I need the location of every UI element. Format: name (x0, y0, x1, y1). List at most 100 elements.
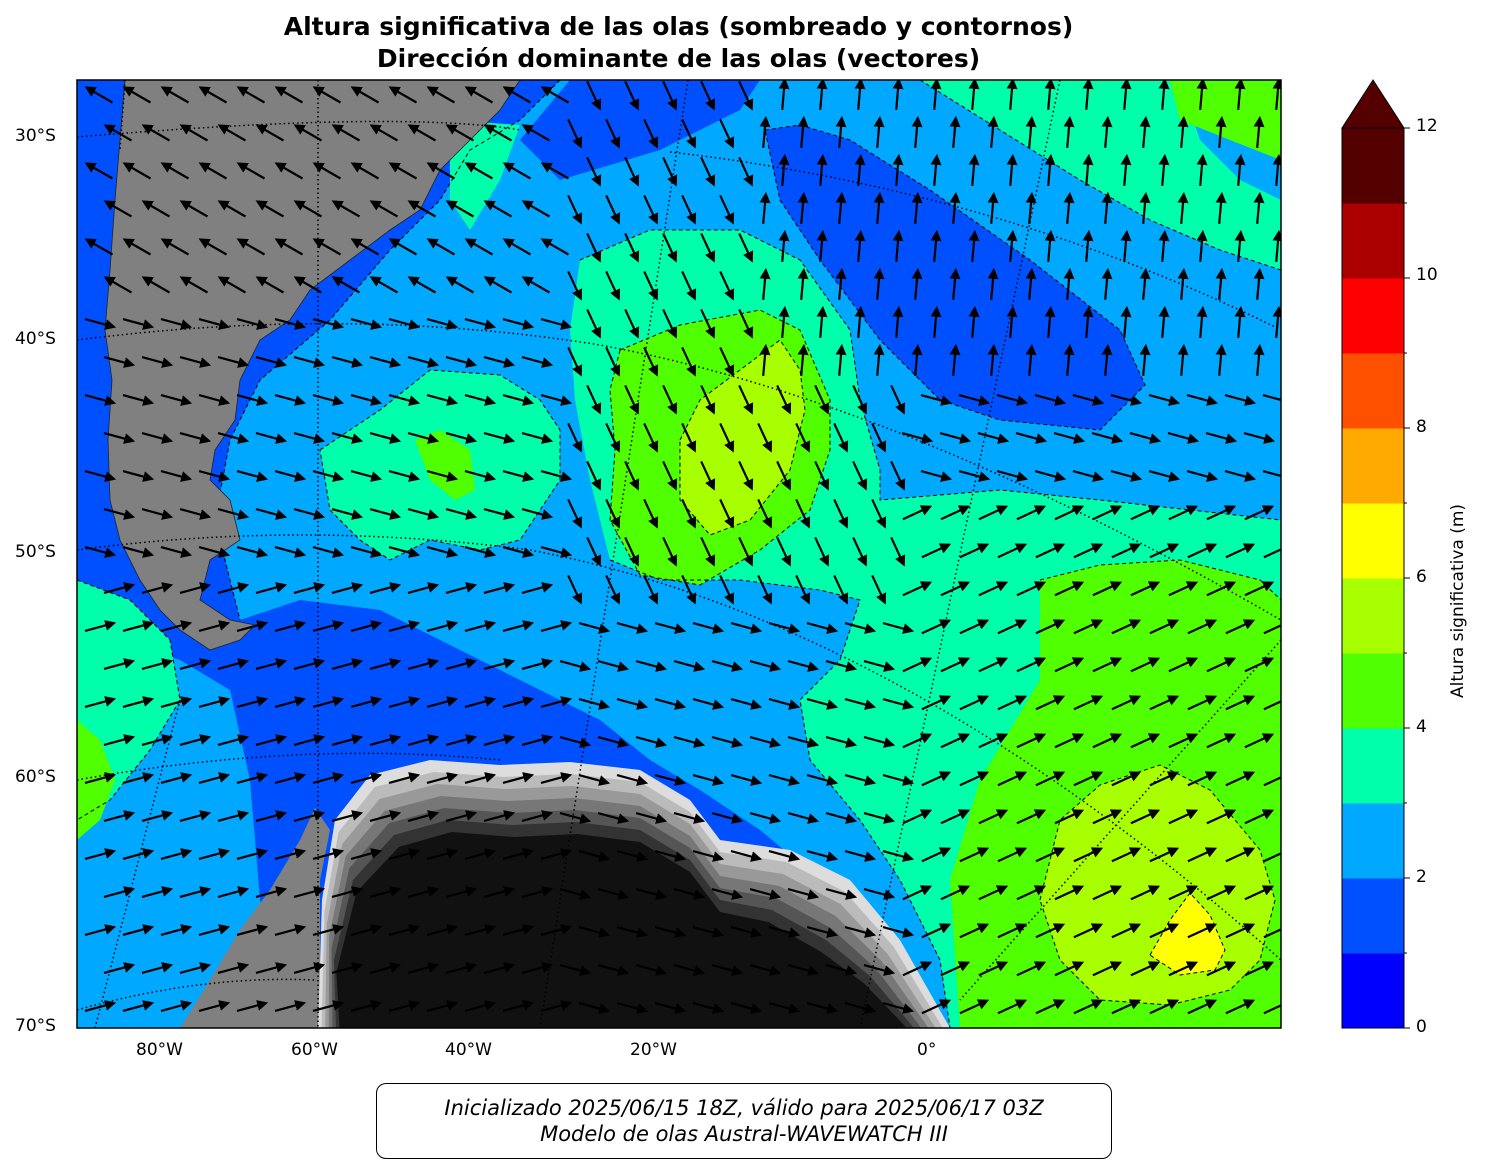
wave-vector (902, 657, 933, 673)
wave-vector (388, 620, 421, 632)
wave-vector (84, 470, 117, 482)
wave-vector (616, 622, 649, 634)
wave-vector (407, 276, 437, 294)
wave-vector (871, 498, 887, 529)
wave-vector (1130, 885, 1161, 901)
wave-vector (350, 162, 380, 180)
wave-vector (654, 1002, 687, 1014)
wave-vector (1224, 470, 1257, 482)
wave-vector (312, 546, 345, 558)
wave-vector (997, 999, 1028, 1015)
wave-vector (921, 847, 952, 863)
wave-vector (586, 156, 602, 187)
wave-vector (179, 356, 212, 368)
wave-vector (662, 80, 678, 111)
caption-box: Inicializado 2025/06/15 18Z, válido para… (376, 1083, 1112, 1159)
wave-vector (749, 736, 782, 748)
wave-vector (1263, 543, 1281, 559)
wave-vector (274, 318, 307, 330)
wave-vector (692, 1002, 725, 1014)
wave-vector (559, 660, 592, 672)
wave-vector (892, 305, 904, 338)
wave-vector (464, 162, 494, 180)
wave-vector (312, 1000, 345, 1012)
wave-vector (388, 772, 421, 784)
wave-vector (586, 232, 602, 263)
wave-vector (388, 238, 418, 256)
wave-vector (1225, 999, 1256, 1015)
wave-vector (236, 696, 269, 708)
wave-vector (1111, 923, 1142, 939)
wave-vector (1016, 733, 1047, 749)
wave-vector (103, 200, 133, 218)
wave-vector (597, 736, 630, 748)
wave-vector (902, 809, 933, 825)
wave-vector (388, 162, 418, 180)
wave-vector (388, 924, 421, 936)
wave-vector (1035, 543, 1066, 559)
wave-vector (987, 267, 999, 300)
wave-vector (825, 888, 858, 900)
wave-vector (103, 276, 133, 294)
wave-vector (902, 885, 933, 901)
wave-vector (464, 470, 497, 482)
wave-vector (369, 886, 402, 898)
wave-vector (1073, 543, 1104, 559)
wave-vector (930, 153, 942, 186)
wave-vector (806, 774, 839, 786)
wave-vector (797, 267, 809, 300)
wave-vector (787, 736, 820, 748)
wave-vector (369, 124, 399, 142)
wave-vector (103, 962, 136, 974)
wave-vector (1044, 305, 1056, 338)
wave-vector (730, 1002, 763, 1014)
colorbar-segment (1342, 128, 1404, 204)
wave-vector (835, 343, 847, 376)
wave-vector (1272, 229, 1281, 262)
wave-vector (978, 733, 1009, 749)
wave-vector (293, 432, 326, 444)
wave-vector (521, 962, 554, 974)
wave-vector (759, 267, 771, 300)
wave-vector (502, 394, 535, 406)
lat-label-30s: 30°S (15, 126, 56, 146)
wave-vector (1111, 543, 1142, 559)
wave-vector (662, 384, 678, 415)
wave-vector (1225, 695, 1256, 711)
wave-vector (312, 620, 345, 632)
wave-vector (483, 582, 516, 594)
wave-vector (844, 622, 877, 634)
wave-vector (768, 622, 801, 634)
wave-vector (141, 276, 171, 294)
wave-vector (1035, 923, 1066, 939)
wave-vector (445, 962, 478, 974)
wave-vector (293, 962, 326, 974)
wave-vector (464, 696, 497, 708)
wave-vector (1082, 153, 1094, 186)
wave-vector (1025, 115, 1037, 148)
wave-vector (920, 470, 953, 482)
wave-vector (198, 86, 228, 104)
wave-vector (1225, 771, 1256, 787)
wave-vector (567, 194, 583, 225)
wave-vector (312, 924, 345, 936)
wave-vector (293, 124, 323, 142)
wave-vector (1025, 191, 1037, 224)
wave-vector (700, 536, 716, 567)
wave-vector (719, 118, 735, 149)
wave-vector (1092, 961, 1123, 977)
wave-vector (179, 276, 209, 294)
wave-vector (624, 384, 640, 415)
wave-vector (1016, 657, 1047, 673)
wave-vector (350, 394, 383, 406)
wave-vector (795, 422, 811, 453)
wave-vector (483, 276, 513, 294)
wave-vector (1168, 961, 1199, 977)
wave-vector (863, 888, 896, 900)
wave-vector (521, 734, 554, 746)
wave-vector (217, 200, 247, 218)
wave-vector (597, 660, 630, 672)
wave-vector (426, 470, 459, 482)
wave-vector (854, 229, 866, 262)
wave-vector (1101, 191, 1113, 224)
